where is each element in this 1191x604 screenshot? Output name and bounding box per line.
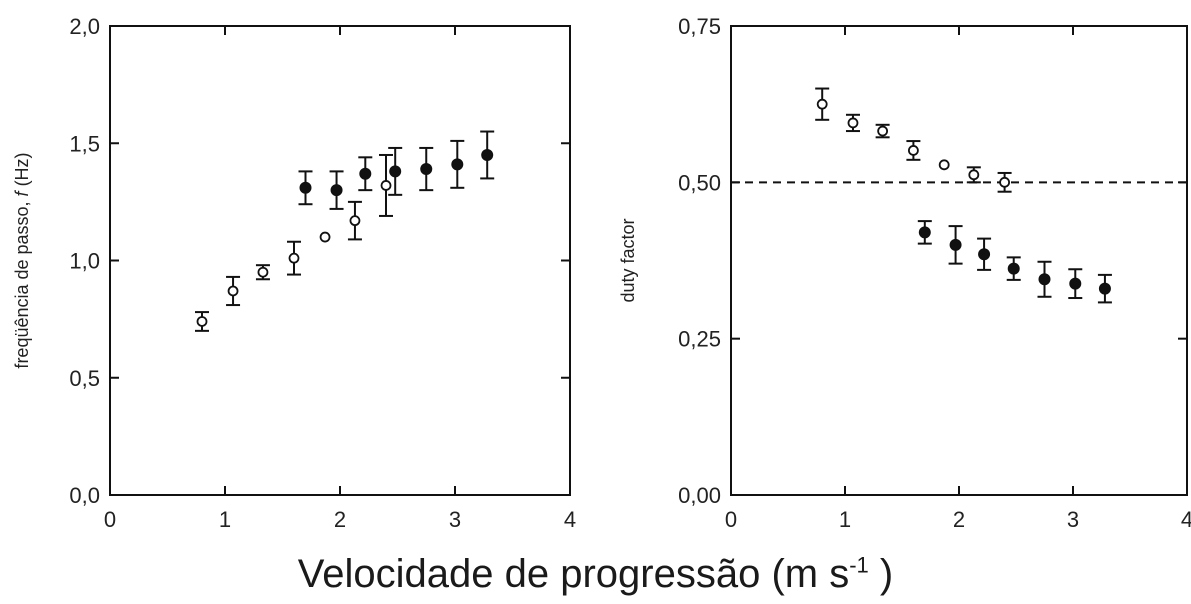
- x-tick-label: 0: [104, 507, 116, 532]
- data-point-open: [999, 176, 1010, 188]
- data-point-open: [257, 266, 269, 278]
- x-tick-label: 2: [334, 507, 346, 532]
- data-point-filled: [330, 184, 343, 197]
- left-panel-frequency: 0 1 2 3 4 0,0 0,5 1,0 1,5 2,0 freqüência de passo,…: [12, 14, 576, 532]
- shared-x-axis-label: Velocidade de progressão (m s-1 ): [0, 552, 1191, 597]
- data-point-filled: [481, 148, 494, 161]
- y-tick-label: 2,0: [69, 14, 100, 39]
- x-tick-label: 1: [839, 507, 851, 532]
- data-point-open: [288, 252, 300, 264]
- right-panel-duty-factor: 0 1 2 3 4 0,00 0,25 0,50 0,75 duty factor: [618, 14, 1191, 532]
- data-point-filled: [389, 165, 402, 178]
- y-axis-label-unit: (Hz): [12, 152, 32, 191]
- x-tick-label: 3: [449, 507, 461, 532]
- x-tick-label: 4: [564, 507, 576, 532]
- data-point-open: [380, 180, 392, 191]
- data-point-open: [938, 159, 950, 171]
- data-point-filled: [420, 163, 433, 176]
- data-point-filled: [1038, 273, 1051, 286]
- data-point-filled: [1007, 262, 1020, 275]
- data-point-filled: [1069, 277, 1082, 290]
- plot-frame: [109, 25, 571, 496]
- y-tick-label: 0,0: [69, 483, 100, 508]
- data-point-open: [816, 98, 828, 110]
- data-point-open: [227, 285, 239, 297]
- data-point-filled: [918, 226, 931, 239]
- data-point-filled: [451, 158, 464, 171]
- data-point-filled: [359, 167, 372, 180]
- x-tick-label: 0: [725, 507, 737, 532]
- data-point-filled: [1098, 282, 1111, 295]
- data-point-open: [908, 145, 919, 156]
- x-axis-label-text: Velocidade de progressão (m s: [297, 552, 850, 596]
- y-tick-label: 0,00: [678, 483, 721, 508]
- y-tick-label: 0,25: [678, 327, 721, 352]
- x-axis-label-exponent: -1: [849, 552, 869, 578]
- data-point-open: [196, 316, 208, 327]
- data-point-open: [319, 231, 331, 243]
- x-tick-label: 1: [219, 507, 231, 532]
- x-tick-label: 4: [1181, 507, 1191, 532]
- y-tick-label: 0,5: [69, 366, 100, 391]
- x-axis-label-close: ): [868, 552, 894, 596]
- data-point-open: [349, 215, 361, 227]
- y-axis-label: freqüência de passo, f (Hz): [12, 152, 32, 368]
- data-point-open: [877, 125, 889, 137]
- y-axis-label-variable: f: [12, 189, 32, 196]
- y-axis-label-prefix: freqüência de passo,: [12, 196, 32, 368]
- data-point-filled: [978, 248, 991, 261]
- x-tick-label: 2: [953, 507, 965, 532]
- y-tick-label: 0,50: [678, 170, 721, 195]
- y-axis-label: duty factor: [618, 218, 638, 302]
- data-point-filled: [949, 238, 962, 251]
- x-tick-label: 3: [1067, 507, 1079, 532]
- data-point-filled: [299, 181, 312, 194]
- plot-frame: [730, 25, 1188, 496]
- y-tick-label: 1,0: [69, 249, 100, 274]
- data-point-open: [847, 117, 859, 129]
- y-tick-label: 1,5: [69, 131, 100, 156]
- data-point-open: [968, 169, 980, 181]
- y-tick-label: 0,75: [678, 14, 721, 39]
